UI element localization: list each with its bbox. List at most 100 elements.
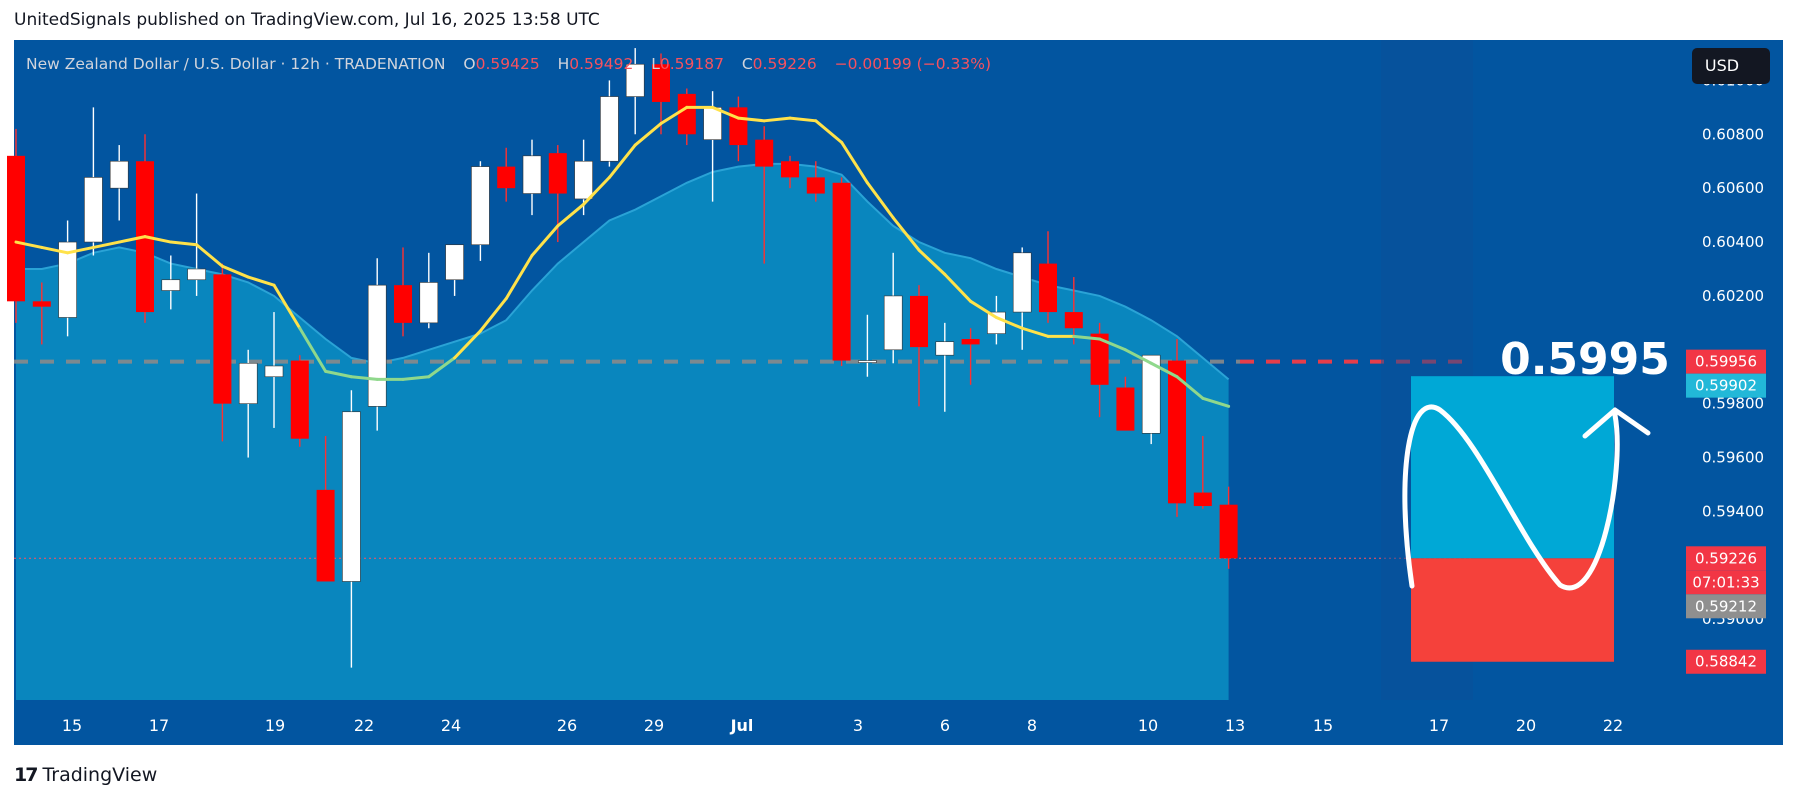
price-label: 0.59956 [1686, 349, 1766, 374]
y-tick-label: 0.60600 [1702, 179, 1764, 197]
x-tick-label: 29 [644, 716, 664, 735]
arrow-head-icon [1582, 407, 1651, 439]
candle [806, 161, 825, 202]
stop-box [1411, 558, 1614, 662]
candle-body [625, 63, 645, 97]
candle-body [858, 360, 877, 363]
candle [394, 247, 412, 337]
candle-body [1219, 504, 1238, 559]
ma-fast-segment [917, 248, 947, 276]
ma-fast-segment [504, 254, 534, 301]
price-label-text: 0.59902 [1695, 377, 1757, 395]
publisher-header: UnitedSignals published on TradingView.c… [14, 10, 600, 30]
candle-body [264, 365, 284, 378]
position-boxes-layer [1381, 40, 1614, 700]
annotation-layer [1402, 404, 1651, 591]
candle-body [755, 139, 774, 167]
ma-fast-segment [349, 375, 379, 381]
candle-body [548, 153, 567, 194]
ma-fast-segment [169, 240, 199, 247]
candle-body [32, 301, 51, 307]
candle-body [987, 311, 1006, 334]
candle [625, 48, 645, 135]
candle-body [316, 489, 335, 582]
x-tick-label: 20 [1516, 716, 1536, 735]
x-tick-label: 8 [1027, 716, 1037, 735]
ma-fast-segment [969, 299, 998, 319]
candle [1064, 277, 1083, 345]
ma-fast-segment [891, 216, 921, 252]
x-tick-label: 15 [62, 716, 82, 735]
ma-fast-segment [246, 275, 276, 287]
candle-body [161, 279, 181, 291]
ma-fast-segment [14, 240, 44, 249]
x-tick-label: 24 [441, 716, 461, 735]
candle-body [7, 155, 25, 302]
ma-fast-segment [582, 175, 611, 206]
ma-fast-segment [943, 272, 973, 303]
currency-label: USD [1704, 56, 1740, 75]
candle-body [677, 93, 696, 135]
candle-body [1141, 354, 1161, 434]
ma-fast-segment [324, 369, 353, 379]
candle [32, 282, 51, 345]
price-label: 0.59226 [1686, 546, 1766, 571]
candle [652, 53, 670, 135]
candle [781, 155, 799, 189]
ma-fast-segment [814, 119, 844, 144]
y-tick-label: 0.59600 [1702, 449, 1764, 467]
y-tick-label: 0.59800 [1702, 395, 1764, 413]
ma-fast-segment [659, 105, 689, 126]
x-tick-label: 17 [149, 716, 169, 735]
candles-layer [7, 48, 1238, 668]
ma-fast-segment [272, 283, 302, 330]
price-label-text: 0.59956 [1695, 353, 1757, 371]
candle-body [652, 64, 670, 102]
symbol-legend: New Zealand Dollar / U.S. Dollar · 12h ·… [26, 55, 991, 73]
ma-fast-segment [994, 315, 1024, 330]
price-label-bg [1686, 373, 1766, 398]
low-value: 0.59187 [659, 55, 724, 73]
ma-fast-segment [556, 202, 586, 228]
candle [136, 134, 154, 323]
candle [1116, 376, 1135, 431]
ma-fast-segment [711, 105, 740, 120]
high-label: H [557, 55, 570, 73]
candle [471, 161, 490, 261]
x-tick-label: 15 [1313, 716, 1333, 735]
candle [883, 252, 903, 364]
x-tick-label: 22 [354, 716, 374, 735]
ma-fast-segment [427, 356, 457, 379]
candle-body [419, 282, 439, 324]
ma-fast-segment [607, 143, 637, 179]
candle-body [832, 182, 851, 361]
candle [677, 88, 696, 146]
candle-body [600, 96, 619, 162]
price-label-text: 0.59212 [1695, 597, 1757, 615]
currency-button[interactable]: USD [1692, 48, 1770, 84]
price-label-text: 0.58842 [1695, 653, 1757, 671]
candle [522, 139, 542, 216]
ma-fast-segment [788, 116, 818, 123]
candle-body [935, 341, 955, 356]
price-label: 0.59902 [1686, 373, 1766, 398]
x-tick-label: Jul [730, 716, 754, 735]
candle-body [1039, 263, 1057, 313]
price-label: 07:01:33 [1686, 570, 1766, 595]
candle-body [367, 284, 387, 407]
ma-fast-segment [840, 140, 869, 185]
price-label: 0.58842 [1686, 649, 1766, 674]
candle-body [806, 177, 825, 194]
candle [600, 80, 619, 167]
candle-body [703, 107, 722, 140]
open-label: O [463, 55, 476, 73]
projection-curve [1402, 404, 1620, 591]
ma-fast-segment [143, 235, 173, 244]
ma-fast-segment [478, 297, 508, 333]
candle [910, 285, 928, 407]
candle-body [342, 411, 361, 582]
candle [7, 128, 25, 323]
candle [264, 312, 284, 428]
close-value: 0.59226 [752, 55, 817, 73]
